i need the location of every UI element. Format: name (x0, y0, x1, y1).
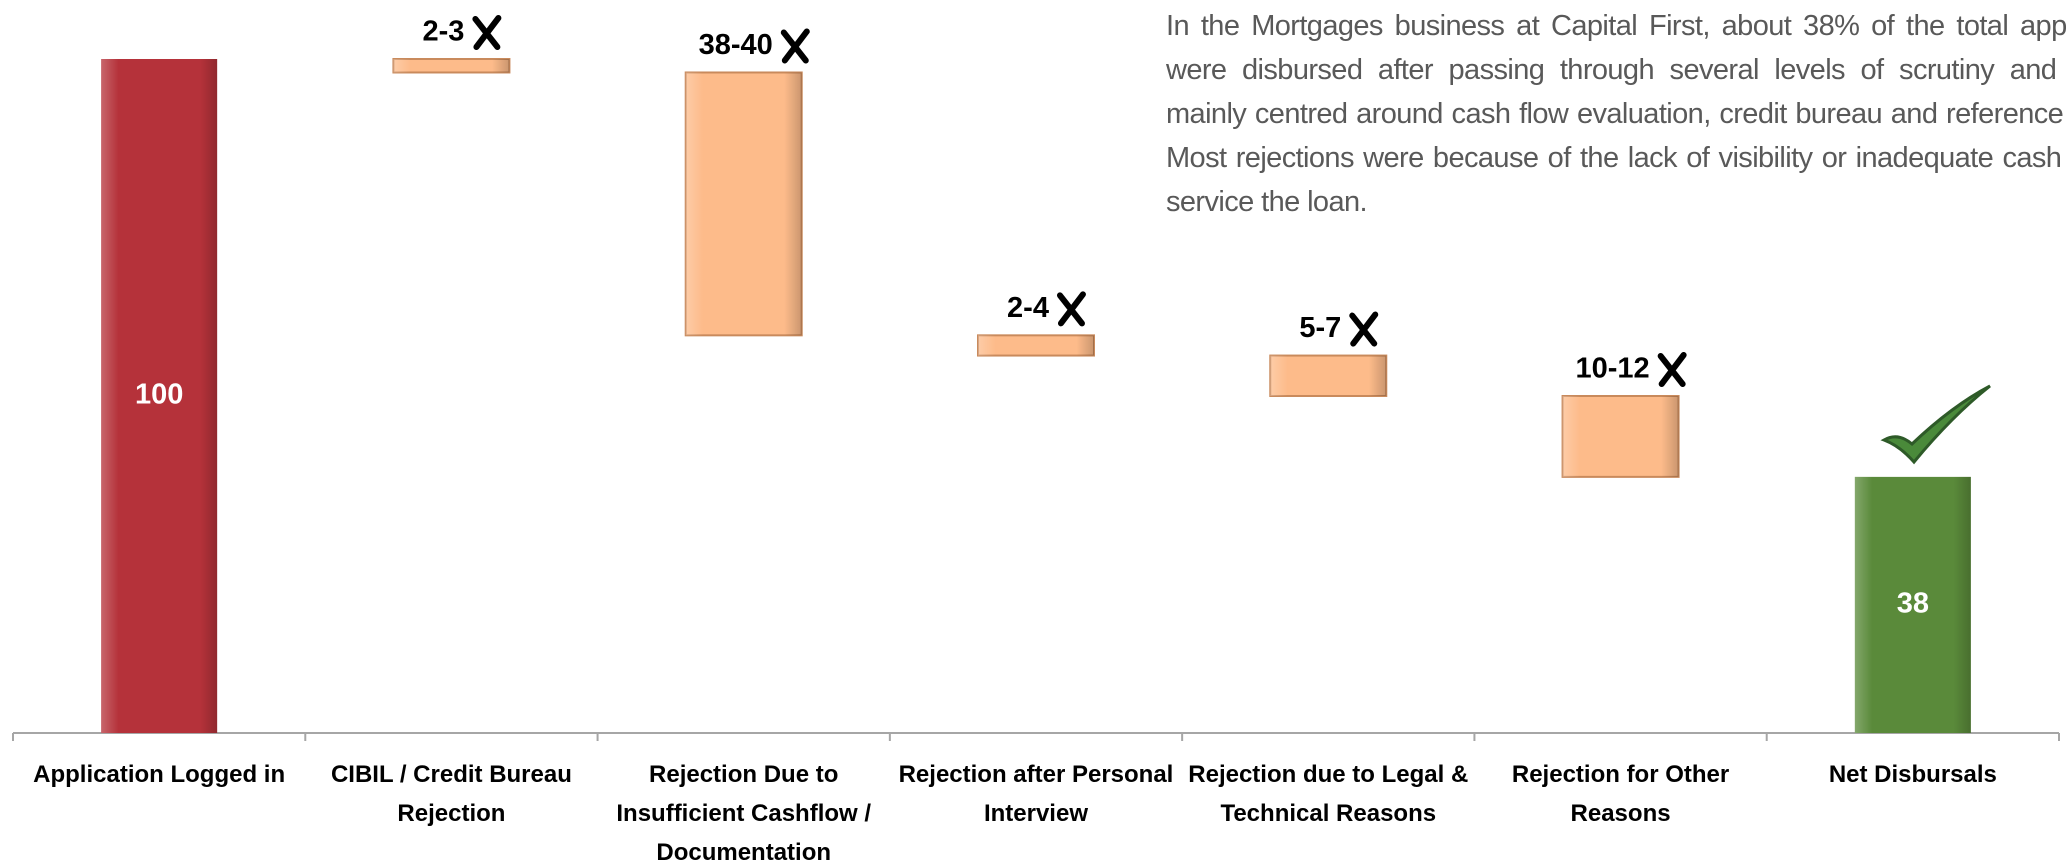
reject-icon (1056, 291, 1086, 327)
x-tick-label: Rejection Due to Insufficient Cashflow /… (616, 761, 872, 866)
x-tick-label: Rejection after Personal Interview (898, 761, 1174, 827)
bar-sheen (1854, 476, 1971, 733)
data-label: 5-7 (1299, 312, 1341, 344)
data-label: 100 (135, 379, 183, 411)
annotation: In the Mortgages business at Capital Fir… (1166, 10, 2066, 218)
bar-sheen (978, 335, 1094, 356)
x-tick-label: Rejection for Other Reasons (1511, 761, 1730, 827)
reject-icon (780, 28, 810, 64)
bar-sheen (1562, 396, 1679, 477)
data-label: 38 (1897, 588, 1929, 620)
reject-icon (1657, 352, 1687, 387)
reject-icon (1349, 311, 1379, 347)
data-label: 38-40 (699, 29, 773, 61)
data-label: 2-4 (1007, 292, 1049, 324)
data-label: 2-3 (422, 16, 464, 48)
check-icon (1880, 384, 1991, 465)
bar-sheen (685, 72, 802, 336)
x-tick-label: CIBIL / Credit Bureau Rejection (330, 761, 572, 827)
bar-sheen (1270, 355, 1387, 396)
data-label: 10-12 (1575, 353, 1649, 385)
x-tick-label: Net Disbursals (1828, 761, 1997, 788)
x-tick-label: Application Logged in (33, 761, 286, 788)
bar-sheen (393, 59, 510, 73)
x-tick-label: Rejection due to Legal & Technical Reaso… (1188, 761, 1469, 827)
bar-sheen (101, 59, 218, 733)
reject-icon (472, 15, 502, 50)
